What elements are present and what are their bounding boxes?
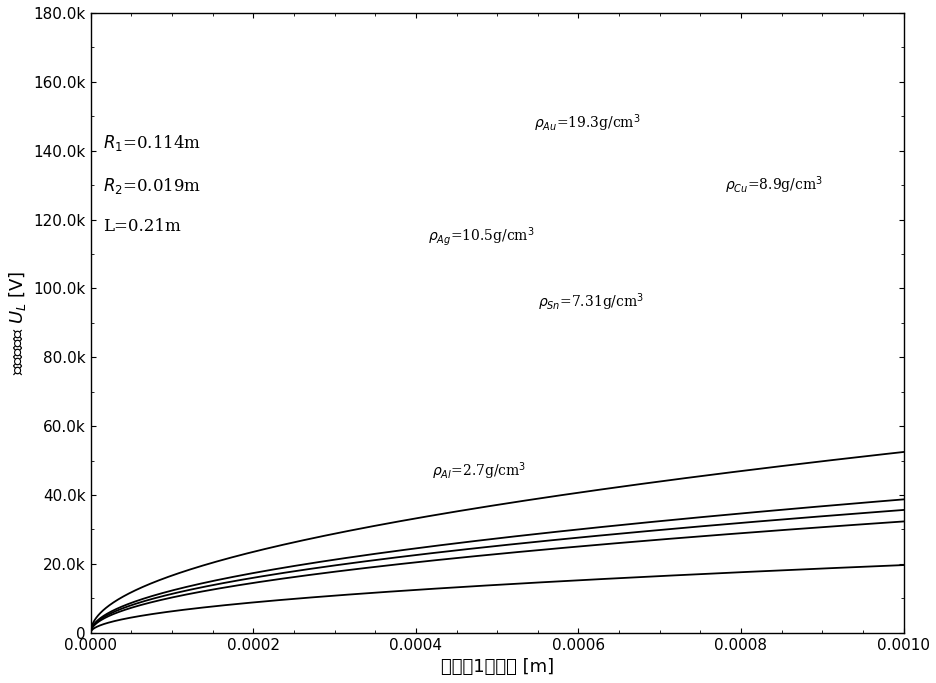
- Text: $\rho_{Ag}$=10.5g/cm$^3$: $\rho_{Ag}$=10.5g/cm$^3$: [428, 225, 534, 248]
- Text: $R_1$=0.114m

$R_2$=0.019m

L=0.21m: $R_1$=0.114m $R_2$=0.019m L=0.21m: [103, 133, 201, 235]
- Text: $\rho_{Cu}$=8.9g/cm$^3$: $\rho_{Cu}$=8.9g/cm$^3$: [724, 174, 822, 196]
- Text: $\rho_{Al}$=2.7g/cm$^3$: $\rho_{Al}$=2.7g/cm$^3$: [431, 460, 526, 482]
- Text: $\rho_{Sn}$=7.31g/cm$^3$: $\rho_{Sn}$=7.31g/cm$^3$: [537, 292, 643, 313]
- Y-axis label: 起浮电压値 $U_L$ [V]: 起浮电压値 $U_L$ [V]: [7, 270, 28, 375]
- X-axis label: 金属頶1粒半径 [m]: 金属頶1粒半径 [m]: [440, 658, 553, 676]
- Text: $\rho_{Au}$=19.3g/cm$^3$: $\rho_{Au}$=19.3g/cm$^3$: [534, 112, 639, 134]
